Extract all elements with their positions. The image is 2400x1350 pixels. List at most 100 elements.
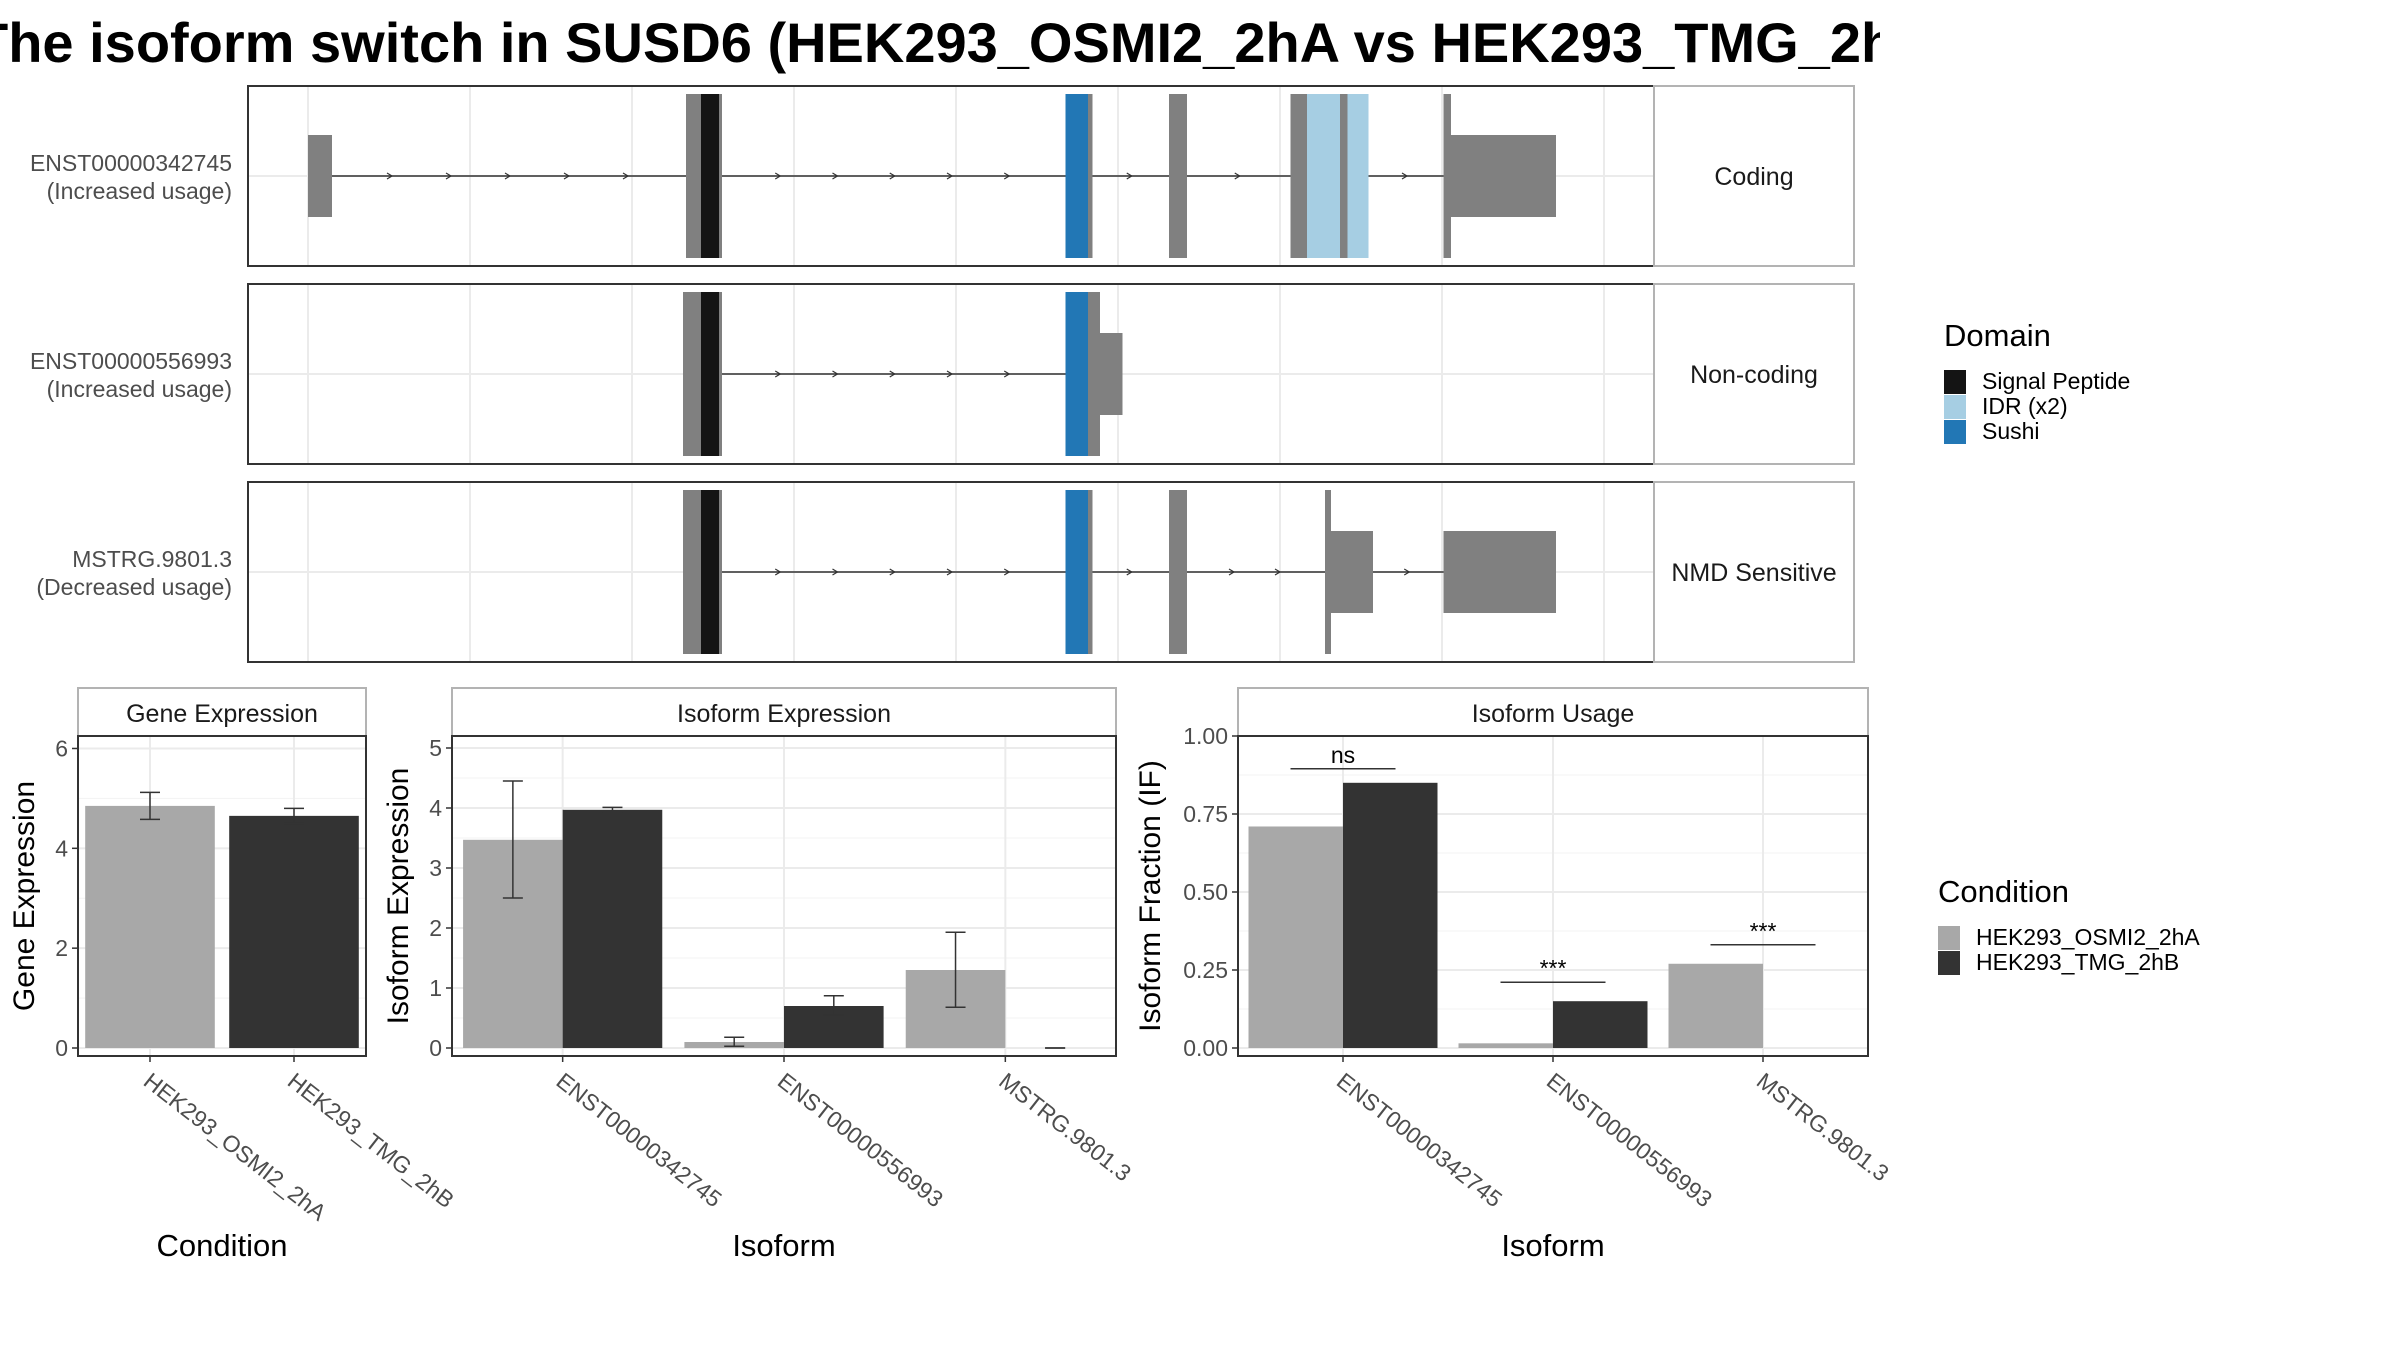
panel-title: Isoform Usage xyxy=(1472,700,1635,728)
y-axis-title: Gene Expression xyxy=(8,781,41,1011)
y-tick-label: 4 xyxy=(429,795,442,821)
intron-arrow xyxy=(386,172,394,180)
bar xyxy=(1668,963,1763,1048)
panel-strip xyxy=(1237,687,1869,737)
intron-arrow xyxy=(1274,568,1282,576)
y-tick-label: 2 xyxy=(55,935,68,961)
intron-arrow xyxy=(504,172,512,180)
panel-title: Gene Expression xyxy=(126,700,318,728)
intron-arrow xyxy=(889,568,896,576)
legend-key xyxy=(1944,370,1966,394)
intron-arrow xyxy=(774,568,782,576)
exon-coding xyxy=(1443,94,1451,258)
bar xyxy=(562,809,663,1048)
exon-noncoding xyxy=(1443,531,1556,613)
intron-arrow xyxy=(1126,172,1133,180)
y-axis-title: Isoform Fraction (IF) xyxy=(1134,760,1167,1032)
legend-label: HEK293_OSMI2_2hA xyxy=(1976,924,2200,950)
intron-arrow xyxy=(832,568,839,576)
y-tick-label: 1 xyxy=(429,975,442,1001)
y-tick-label: 1.00 xyxy=(1183,723,1228,749)
legend-key xyxy=(1944,395,1966,419)
transcript-usage-label: (Increased usage) xyxy=(47,376,232,402)
y-tick-label: 4 xyxy=(55,835,68,861)
panel-title: Isoform Expression xyxy=(677,700,891,728)
domain-sushi xyxy=(1065,292,1088,456)
bar xyxy=(85,805,215,1048)
bar-panel: Isoform Expression 0 1 2 3 4 5 ENST00000342745 E… xyxy=(382,687,1136,1263)
x-tick-label: ENST00000556993 xyxy=(1542,1067,1717,1212)
intron-arrow xyxy=(946,568,954,576)
bar-panel: Isoform Usage 0.00 0.25 0.50 0.75 1.00 ns ENST0… xyxy=(1134,687,1894,1263)
category-label: Non-coding xyxy=(1690,361,1818,389)
significance-label: *** xyxy=(1540,955,1567,981)
bar-chart-panels: Gene Expression0246HEK293_OSMI2_2hAHEK29… xyxy=(8,687,1894,1263)
exon-noncoding xyxy=(308,135,332,217)
transcript-usage-label: (Increased usage) xyxy=(47,178,232,204)
y-tick-label: 0.25 xyxy=(1183,957,1228,983)
category-label: Coding xyxy=(1714,163,1793,191)
legend-title: Domain xyxy=(1944,318,2051,353)
bar xyxy=(229,815,359,1048)
category-label: NMD Sensitive xyxy=(1671,559,1836,587)
bar xyxy=(1248,826,1343,1048)
domain-idr xyxy=(1307,94,1340,258)
intron-arrow xyxy=(1234,172,1241,180)
bar xyxy=(1458,1043,1553,1048)
intron-arrow xyxy=(1126,568,1133,576)
exon-utr xyxy=(1100,333,1123,415)
transcript-id-label: ENST00000342745 xyxy=(30,150,232,176)
y-tick-label: 0 xyxy=(55,1035,68,1061)
y-tick-label: 3 xyxy=(429,855,442,881)
domain-idr xyxy=(1347,94,1369,258)
panel-strip xyxy=(77,687,367,737)
intron-arrow xyxy=(774,172,782,180)
y-tick-label: 2 xyxy=(429,915,442,941)
legend-key xyxy=(1938,951,1960,975)
intron-arrow xyxy=(1003,370,1011,378)
y-axis-title: Isoform Expression xyxy=(382,768,415,1025)
intron-arrow xyxy=(889,370,896,378)
y-tick-label: 6 xyxy=(55,735,68,761)
legend-title: Condition xyxy=(1938,874,2069,909)
category-strip xyxy=(1653,481,1855,663)
transcript-row: Coding ENST00000342745(Increased usage) xyxy=(30,85,1855,267)
y-tick-label: 5 xyxy=(429,735,442,761)
transcript-usage-label: (Decreased usage) xyxy=(36,574,232,600)
intron-arrow xyxy=(774,370,782,378)
plot-title: The isoform switch in SUSD6 (HEK293_OSMI… xyxy=(0,11,1880,74)
exon-coding xyxy=(1325,490,1331,654)
transcript-row: Non-coding ENST00000556993(Increased usag… xyxy=(30,283,1855,465)
legend-label: IDR (x2) xyxy=(1982,393,2068,419)
domain-sushi xyxy=(1065,94,1088,258)
domain-signal_peptide xyxy=(701,292,719,456)
y-tick-label: 0.00 xyxy=(1183,1035,1228,1061)
legend-label: HEK293_TMG_2hB xyxy=(1976,949,2179,975)
category-strip xyxy=(1653,283,1855,465)
intron-arrow xyxy=(946,370,954,378)
x-axis-title: Isoform xyxy=(1501,1228,1604,1263)
intron-arrow xyxy=(889,172,896,180)
y-tick-label: 0.75 xyxy=(1183,801,1228,827)
legend-key xyxy=(1938,926,1960,950)
exon-coding xyxy=(1169,490,1187,654)
x-tick-label: MSTRG.9801.3 xyxy=(994,1067,1136,1186)
domain-signal_peptide xyxy=(701,490,719,654)
bar xyxy=(1343,782,1438,1048)
intron-arrow xyxy=(622,172,630,180)
transcript-id-label: MSTRG.9801.3 xyxy=(72,546,232,572)
x-tick-label: ENST00000342745 xyxy=(552,1067,727,1212)
x-tick-label: ENST00000342745 xyxy=(1332,1067,1507,1212)
category-strip xyxy=(1653,85,1855,267)
bar xyxy=(1553,1001,1648,1048)
y-tick-label: 0.50 xyxy=(1183,879,1228,905)
intron-arrow xyxy=(832,370,839,378)
intron-arrow xyxy=(563,172,571,180)
intron-arrow xyxy=(1401,172,1409,180)
domain-sushi xyxy=(1065,490,1088,654)
